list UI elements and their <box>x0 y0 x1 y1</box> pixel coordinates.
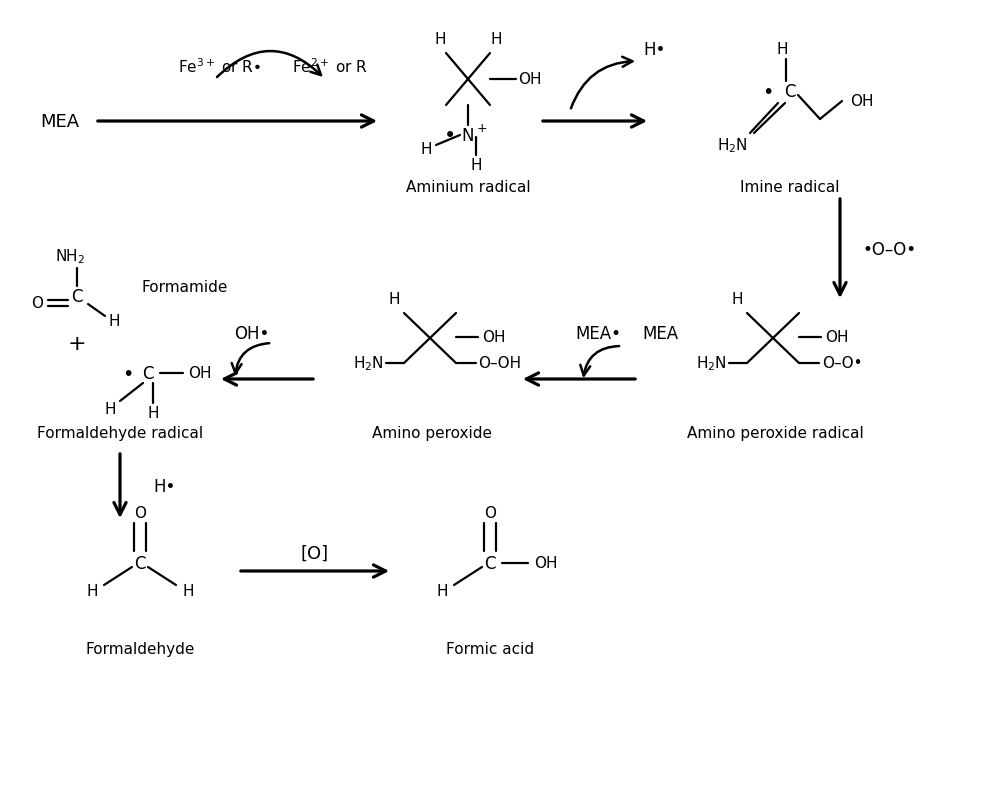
Text: H$_2$N: H$_2$N <box>716 136 747 155</box>
Text: H: H <box>776 42 788 58</box>
Text: MEA•: MEA• <box>575 324 621 342</box>
Text: •O–O•: •O–O• <box>863 241 917 259</box>
Text: +: + <box>477 122 488 135</box>
Text: Fe$^{3+}$ or R•: Fe$^{3+}$ or R• <box>179 58 262 76</box>
Text: H: H <box>731 292 742 307</box>
Text: Aminium radical: Aminium radical <box>406 180 530 195</box>
Text: NH$_2$: NH$_2$ <box>55 247 85 266</box>
Text: OH: OH <box>534 556 557 571</box>
Text: OH•: OH• <box>235 324 270 342</box>
Text: Formic acid: Formic acid <box>446 642 534 657</box>
Text: OH: OH <box>483 330 505 345</box>
Text: •: • <box>762 83 773 101</box>
Text: [O]: [O] <box>301 544 329 562</box>
Text: H: H <box>491 32 501 46</box>
Text: H$_2$N: H$_2$N <box>353 354 384 373</box>
Text: •: • <box>444 126 457 146</box>
Text: H: H <box>108 314 120 329</box>
Text: OH: OH <box>188 366 212 381</box>
Text: H: H <box>389 292 400 307</box>
Text: OH: OH <box>850 94 874 109</box>
Text: H: H <box>435 32 446 46</box>
Text: C: C <box>485 554 496 573</box>
Text: Amino peroxide: Amino peroxide <box>372 426 492 441</box>
Text: H: H <box>182 584 194 599</box>
Text: O: O <box>134 506 146 521</box>
Text: Imine radical: Imine radical <box>740 180 840 195</box>
Text: H: H <box>147 406 159 421</box>
Text: +: + <box>68 333 86 354</box>
Text: Amino peroxide radical: Amino peroxide radical <box>686 426 863 441</box>
Text: MEA: MEA <box>642 324 678 342</box>
Text: MEA: MEA <box>40 113 80 131</box>
Text: Formaldehyde radical: Formaldehyde radical <box>37 426 203 441</box>
Text: C: C <box>142 365 154 383</box>
Text: H•: H• <box>643 41 666 59</box>
Text: OH: OH <box>825 330 849 345</box>
Text: H: H <box>437 584 448 599</box>
Text: Fe$^{2+}$ or R: Fe$^{2+}$ or R <box>292 58 368 76</box>
Text: H: H <box>471 158 482 174</box>
Text: O–OH: O–OH <box>479 356 521 371</box>
Text: O: O <box>31 296 43 311</box>
Text: H•: H• <box>154 478 176 496</box>
Text: H$_2$N: H$_2$N <box>695 354 726 373</box>
Text: Formamide: Formamide <box>142 279 228 294</box>
Text: N: N <box>462 127 475 145</box>
Text: •: • <box>122 364 134 383</box>
Text: H: H <box>104 402 116 417</box>
Text: C: C <box>134 554 146 573</box>
Text: H: H <box>86 584 98 599</box>
Text: O: O <box>484 506 496 521</box>
Text: H: H <box>421 142 432 157</box>
Text: O–O•: O–O• <box>822 356 862 371</box>
Text: OH: OH <box>518 72 541 88</box>
Text: Formaldehyde: Formaldehyde <box>85 642 195 657</box>
Text: C: C <box>71 288 83 306</box>
Text: C: C <box>784 83 796 101</box>
